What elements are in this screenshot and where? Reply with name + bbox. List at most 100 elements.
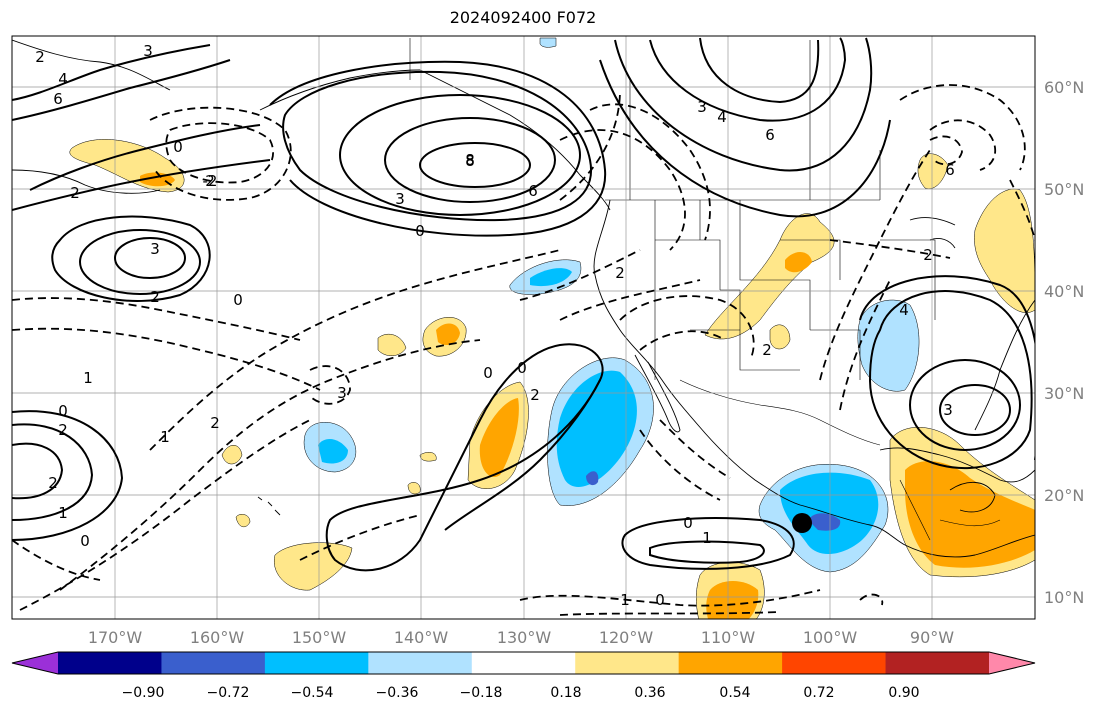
colorbar-segment	[678, 652, 783, 674]
shade-yellow-small1	[221, 445, 243, 465]
colorbar-segment	[782, 652, 887, 674]
colorbar-segment	[575, 652, 680, 674]
contour-label: 1	[702, 529, 712, 547]
contour-label: 0	[683, 514, 693, 532]
lat-label: 50°N	[1044, 180, 1084, 199]
latitude-labels: 60°N 50°N 40°N 30°N 20°N 10°N	[1044, 78, 1084, 607]
negative-contours	[12, 84, 1035, 616]
shade-lightblue-east	[857, 299, 920, 392]
colorbar-ticks: −0.90 −0.72 −0.54 −0.36 −0.18 0.18 0.36 …	[122, 685, 920, 701]
contour-label: 3	[337, 384, 347, 402]
contour-label: 2	[615, 264, 625, 282]
lon-label: 100°W	[803, 628, 858, 647]
contour-label: 6	[53, 90, 63, 108]
positive-contours	[12, 37, 1035, 572]
colorbar-tick-label: 0.18	[550, 685, 581, 701]
contour-label: 6	[765, 126, 775, 144]
contour-label: 2	[48, 474, 58, 492]
gridlines	[12, 36, 1035, 619]
colorbar-tick-label: −0.36	[376, 685, 419, 701]
shade-yellow-mid2	[377, 333, 407, 356]
contour-label: 0	[415, 222, 425, 240]
contour-labels: 2 3 4 6 8 2 3 2 1 0 2 3 6 8 0 2 3 4 6 2 …	[35, 42, 955, 609]
contour-label: 3	[143, 42, 153, 60]
map-title: 2024092400 F072	[449, 8, 597, 27]
lat-label: 30°N	[1044, 384, 1084, 403]
lat-label: 60°N	[1044, 78, 1084, 97]
contour-label: 2	[58, 421, 68, 439]
lat-label: 20°N	[1044, 486, 1084, 505]
contour-label: 4	[899, 301, 909, 319]
shade-orange-gulf	[905, 461, 1035, 568]
contour-label: 0	[80, 532, 90, 550]
lon-label: 150°W	[292, 628, 347, 647]
shade-blue-top	[539, 37, 557, 48]
colorbar-segment	[161, 652, 266, 674]
lat-label: 40°N	[1044, 282, 1084, 301]
colorbar-tick-label: 0.36	[634, 685, 665, 701]
contour-label: 3	[150, 240, 160, 258]
lon-label: 110°W	[701, 628, 756, 647]
shade-blue-pnw	[530, 268, 572, 287]
contour-label: 1	[83, 369, 93, 387]
contour-label: 1	[620, 591, 630, 609]
colorbar-tick-label: 0.54	[719, 685, 750, 701]
colorbar-tick-label: 0.90	[888, 685, 919, 701]
shade-yellow-plains2	[769, 324, 791, 350]
colorbar-segment	[368, 652, 473, 674]
contour-label: 4	[58, 70, 68, 88]
colorbar-segment	[885, 652, 990, 674]
shade-yellow-small3	[407, 482, 421, 495]
lat-label: 10°N	[1044, 588, 1084, 607]
lon-label: 130°W	[497, 628, 552, 647]
shade-orange-mid1	[436, 323, 460, 345]
lon-label: 90°W	[910, 628, 954, 647]
colorbar-outline	[11, 651, 1036, 675]
colorbar-segment	[264, 652, 369, 674]
contour-label: 2	[35, 48, 45, 66]
shade-purple-baja	[586, 471, 599, 486]
contour-label: 3	[395, 190, 405, 208]
longitude-labels: 170°W 160°W 150°W 140°W 130°W 120°W 110°…	[88, 628, 954, 647]
shade-purple-mexico	[808, 513, 841, 531]
contour-label: 0	[173, 138, 183, 156]
shade-orange-baja	[479, 398, 519, 477]
colorbar-tick-label: −0.90	[122, 685, 165, 701]
lon-label: 140°W	[394, 628, 449, 647]
contour-label: 8	[465, 151, 475, 169]
contour-label: 0	[655, 591, 665, 609]
colorbar-tick-label: −0.54	[291, 685, 334, 701]
shade-yellow-plains	[704, 213, 835, 340]
shaded-regions	[69, 37, 1035, 619]
contour-label: 2	[762, 341, 772, 359]
contour-label: 3	[697, 98, 707, 116]
contour-label: 1	[160, 428, 170, 446]
contour-label: 0	[517, 359, 527, 377]
lon-label: 170°W	[88, 628, 143, 647]
contour-label: 3	[943, 401, 953, 419]
shade-orange-epac	[706, 581, 759, 619]
colorbar-tick-label: −0.72	[207, 685, 250, 701]
colorbar-tick-label: 0.72	[803, 685, 834, 701]
contour-label: 6	[945, 161, 955, 179]
contour-label: 8	[465, 152, 475, 170]
shade-yellow-small2	[235, 514, 251, 528]
contour-label: 2	[923, 246, 933, 264]
contour-label: -2	[203, 172, 218, 190]
lon-label: 120°W	[599, 628, 654, 647]
lon-label: 160°W	[190, 628, 245, 647]
map-border	[11, 35, 1036, 620]
shade-yellow-canada	[917, 153, 949, 190]
colorbar-extend-high	[989, 652, 1035, 674]
colorbar	[11, 651, 1036, 675]
colorbar-segment	[58, 652, 162, 674]
contour-label: 2	[70, 184, 80, 202]
contour-label: 0	[233, 291, 243, 309]
contour-label: 2	[205, 172, 215, 190]
contour-label: 2	[530, 386, 540, 404]
contour-label: 0	[483, 364, 493, 382]
shade-blue-baja	[556, 370, 637, 487]
colorbar-tick-label: −0.18	[460, 685, 503, 701]
shade-yellow-south1	[273, 542, 353, 591]
